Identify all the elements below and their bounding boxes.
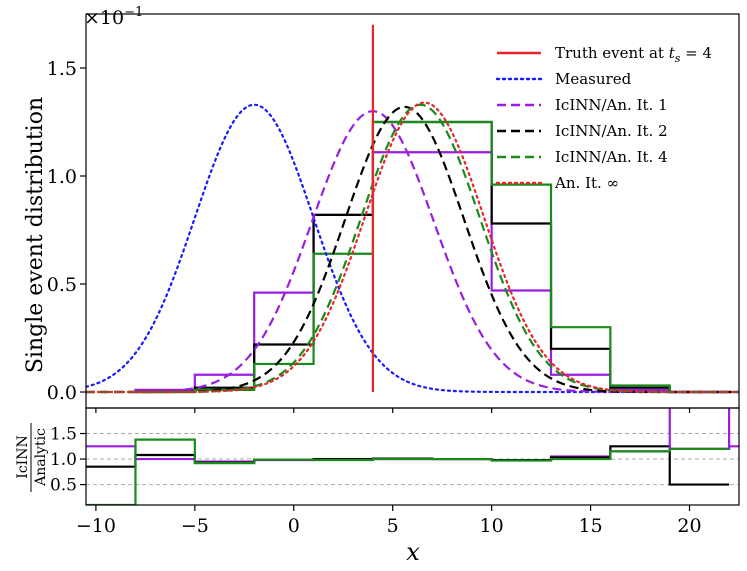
- main-frame: [85, 13, 740, 409]
- legend-label-1: Truth event at ts = 4: [555, 44, 712, 65]
- ratio-y-tick-label: 1.5: [50, 425, 77, 445]
- legend-label-6: An. It. ∞: [554, 174, 619, 192]
- legend-label-2: Measured: [555, 70, 632, 88]
- x-tick-label: −5: [181, 515, 209, 537]
- x-tick-label: 10: [480, 515, 504, 537]
- x-tick-label: 0: [288, 515, 300, 537]
- histogram-1: [134, 151, 730, 394]
- main-y-tick-label: 0.5: [47, 274, 77, 296]
- legend-label-3: IcINN/An. It. 1: [555, 96, 668, 114]
- ratio-frame: [85, 407, 740, 506]
- main-panel: 0.0 0.5 1.0 1.5 Truth event at ts = 4 Measure…: [47, 13, 740, 413]
- x-tick-label: 15: [578, 515, 602, 537]
- legend-label-4: IcINN/An. It. 2: [555, 122, 668, 140]
- x-axis-label: x: [406, 538, 420, 566]
- ratio-y-tick-label: 1.0: [50, 450, 77, 470]
- main-y-tick-label: 1.5: [47, 58, 77, 80]
- main-plot-area: [86, 24, 739, 394]
- y-scale-multiplier: ×10−1: [84, 5, 143, 29]
- x-tick-label: 5: [387, 515, 399, 537]
- ratio-y-label-numerator: IcINN: [15, 435, 31, 478]
- legend-label-5: IcINN/An. It. 4: [555, 148, 668, 166]
- curve-5: [86, 101, 739, 394]
- histogram-3: [135, 120, 730, 394]
- ratio-panel: 0.5 1.0 1.5 −10 −5 0 5 10 15 20: [50, 407, 740, 537]
- legend: Truth event at ts = 4 Measured IcINN/An. I…: [495, 44, 712, 192]
- x-tick-label: 20: [677, 515, 701, 537]
- ratio-y-tick-label: 0.5: [50, 476, 77, 496]
- main-y-tick-label: 1.0: [47, 166, 77, 188]
- x-tick-label: −10: [76, 515, 116, 537]
- y-axis-label: Single event distribution: [23, 97, 48, 373]
- ratio-y-label-denominator: Analytic: [33, 428, 49, 487]
- main-y-tick-label: 0.0: [47, 382, 77, 404]
- ratio-step-3: [86, 438, 730, 505]
- ratio-plot-area: [86, 408, 739, 505]
